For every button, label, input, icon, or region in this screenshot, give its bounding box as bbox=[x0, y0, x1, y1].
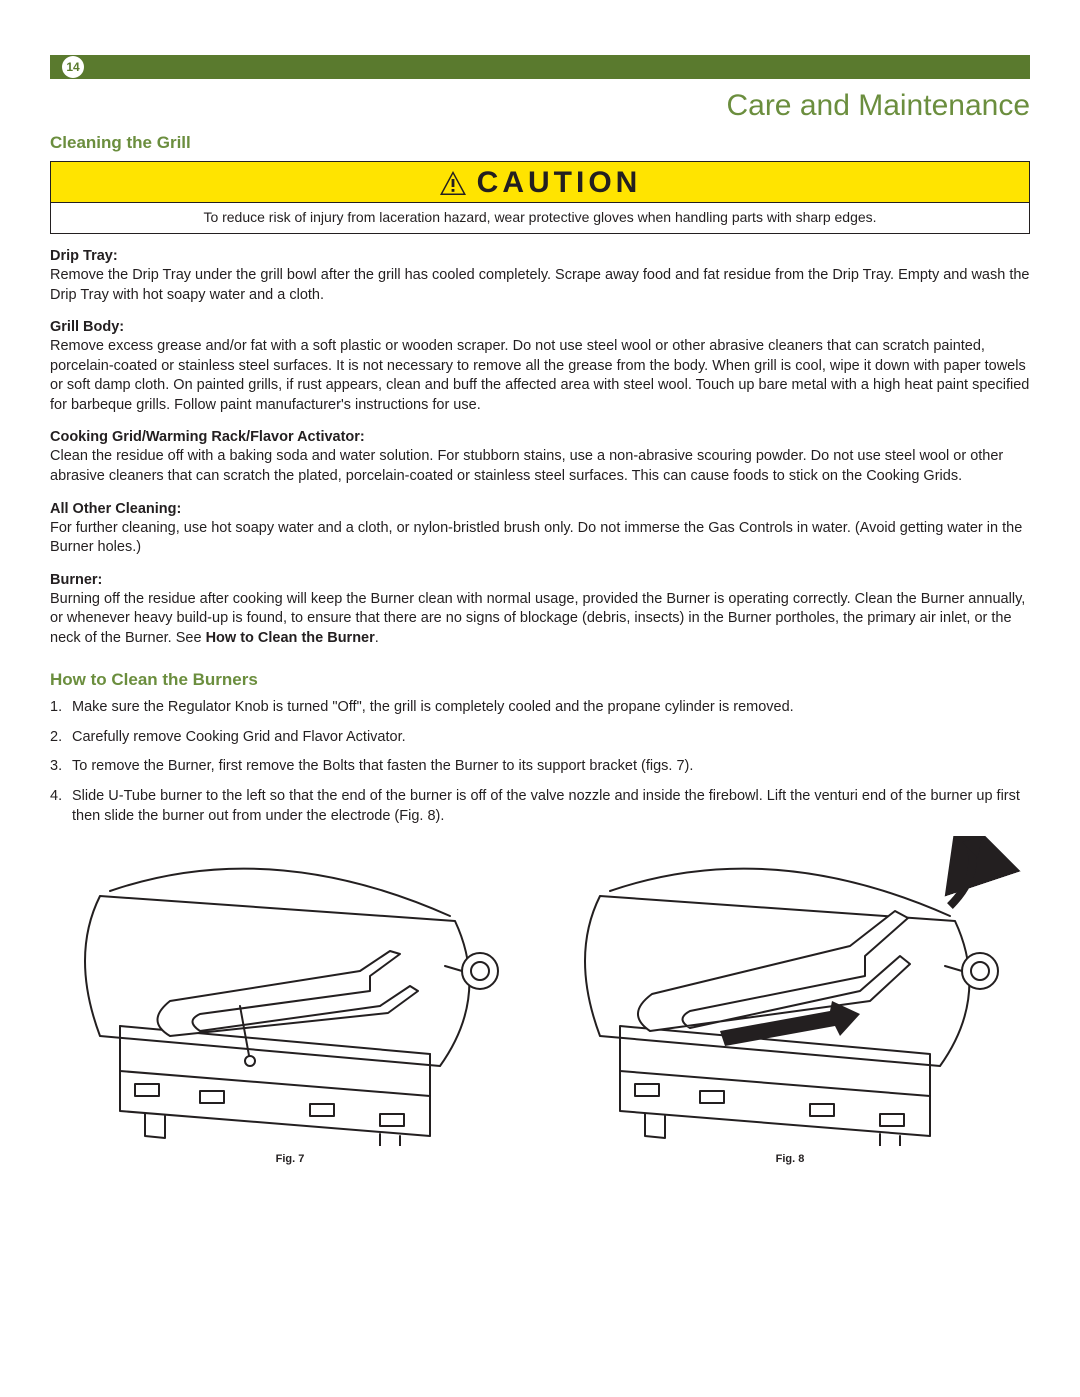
page-title: Care and Maintenance bbox=[50, 89, 1030, 123]
step-4: 4.Slide U-Tube burner to the left so tha… bbox=[50, 787, 1030, 826]
header-bar: 14 bbox=[50, 55, 1030, 79]
figure-8-svg bbox=[550, 836, 1030, 1146]
caution-word: CAUTION bbox=[477, 166, 642, 200]
burner-text-a: Burning off the residue after cooking wi… bbox=[50, 591, 1025, 646]
figure-8: Fig. 8 bbox=[550, 836, 1030, 1165]
burner-text-bold: How to Clean the Burner bbox=[206, 630, 375, 646]
step-3: 3.To remove the Burner, first remove the… bbox=[50, 757, 1030, 777]
figures-row: Fig. 7 bbox=[50, 836, 1030, 1165]
caution-text: To reduce risk of injury from laceration… bbox=[51, 203, 1029, 233]
group-cooking-grid: Cooking Grid/Warming Rack/Flavor Activat… bbox=[50, 429, 1030, 486]
label-all-other: All Other Cleaning: bbox=[50, 501, 1030, 517]
step-1: 1.Make sure the Regulator Knob is turned… bbox=[50, 698, 1030, 718]
figure-7-caption: Fig. 7 bbox=[50, 1153, 530, 1165]
page-number-badge: 14 bbox=[62, 56, 84, 78]
label-drip-tray: Drip Tray: bbox=[50, 248, 1030, 264]
text-grill-body: Remove excess grease and/or fat with a s… bbox=[50, 337, 1030, 415]
caution-box: CAUTION To reduce risk of injury from la… bbox=[50, 161, 1030, 234]
section-cleaning-title: Cleaning the Grill bbox=[50, 133, 1030, 153]
group-drip-tray: Drip Tray: Remove the Drip Tray under th… bbox=[50, 248, 1030, 305]
figure-8-caption: Fig. 8 bbox=[550, 1153, 1030, 1165]
group-grill-body: Grill Body: Remove excess grease and/or … bbox=[50, 319, 1030, 415]
text-drip-tray: Remove the Drip Tray under the grill bow… bbox=[50, 266, 1030, 305]
caution-header: CAUTION bbox=[51, 162, 1029, 203]
group-burner: Burner: Burning off the residue after co… bbox=[50, 572, 1030, 649]
section-how-to-clean-title: How to Clean the Burners bbox=[50, 670, 1030, 690]
group-all-other: All Other Cleaning: For further cleaning… bbox=[50, 501, 1030, 558]
steps-list: 1.Make sure the Regulator Knob is turned… bbox=[50, 698, 1030, 826]
figure-7-svg bbox=[50, 836, 530, 1146]
warning-icon bbox=[439, 170, 467, 196]
step-2: 2.Carefully remove Cooking Grid and Flav… bbox=[50, 728, 1030, 748]
label-burner: Burner: bbox=[50, 572, 1030, 588]
label-grill-body: Grill Body: bbox=[50, 319, 1030, 335]
page-number: 14 bbox=[66, 60, 79, 74]
manual-page: 14 Care and Maintenance Cleaning the Gri… bbox=[0, 0, 1080, 1195]
text-burner: Burning off the residue after cooking wi… bbox=[50, 590, 1030, 649]
text-all-other: For further cleaning, use hot soapy wate… bbox=[50, 519, 1030, 558]
burner-text-c: . bbox=[375, 630, 379, 646]
figure-7: Fig. 7 bbox=[50, 836, 530, 1165]
label-cooking-grid: Cooking Grid/Warming Rack/Flavor Activat… bbox=[50, 429, 1030, 445]
text-cooking-grid: Clean the residue off with a baking soda… bbox=[50, 447, 1030, 486]
